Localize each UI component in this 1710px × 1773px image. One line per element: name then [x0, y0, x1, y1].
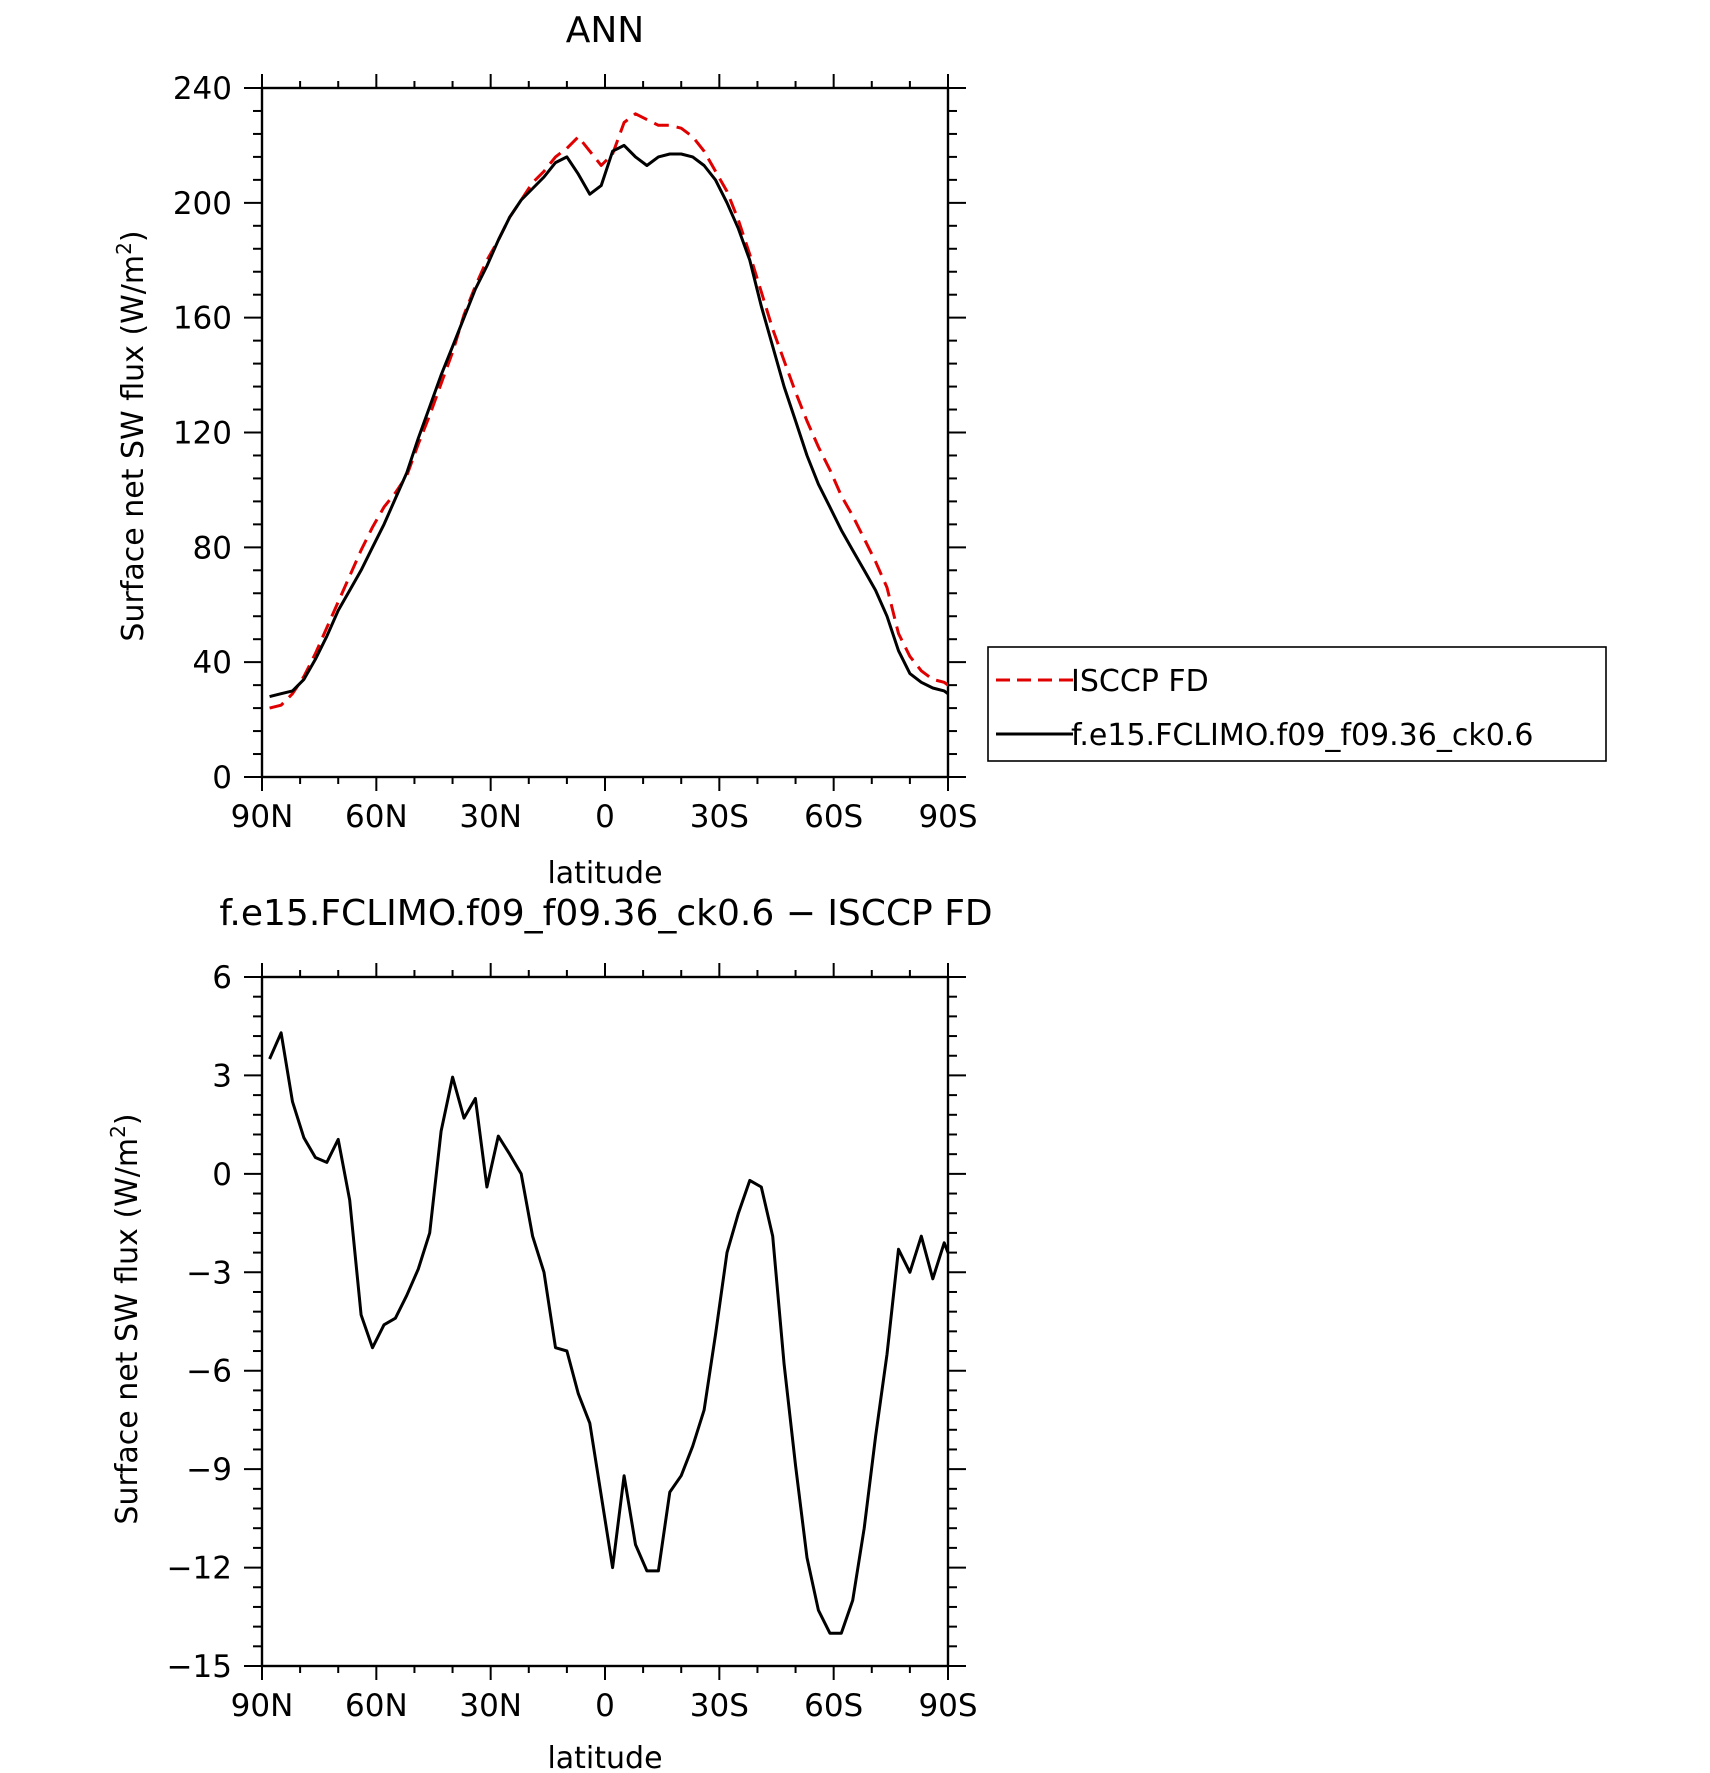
- legend: ISCCP FD f.e15.FCLIMO.f09_f09.36_ck0.6: [987, 646, 1607, 762]
- top-y-tick-label: 40: [193, 645, 232, 681]
- top-panel: ANN latitude Surface net SW flux (W/m2) …: [112, 10, 1607, 891]
- bottom-y-tick-label: 6: [212, 960, 232, 996]
- top-y-tick-label: 80: [193, 530, 232, 566]
- bottom-x-tick-label: 60N: [345, 1688, 408, 1724]
- top-chart-title: ANN: [566, 10, 645, 51]
- top-y-tick-label: 160: [173, 301, 232, 337]
- bottom-y-tick-label: −3: [186, 1255, 232, 1291]
- top-series-line-1: [269, 143, 948, 699]
- top-x-axis-label: latitude: [547, 856, 662, 891]
- top-x-tick-label: 60N: [345, 799, 408, 835]
- bottom-x-tick-label: 30S: [690, 1688, 749, 1724]
- top-y-axis-label-superscript: 2: [112, 242, 136, 255]
- top-x-tick-label: 90N: [231, 799, 294, 835]
- top-x-tick-label: 60S: [804, 799, 863, 835]
- top-y-tick-label: 200: [173, 186, 232, 222]
- bottom-x-tick-label: 90S: [918, 1688, 977, 1724]
- bottom-y-tick-label: −12: [167, 1551, 232, 1587]
- bottom-x-tick-label: 90N: [231, 1688, 294, 1724]
- top-x-tick-label: 0: [595, 799, 615, 835]
- bottom-chart-title: f.e15.FCLIMO.f09_f09.36_ck0.6 − ISCCP FD: [219, 893, 992, 934]
- top-x-tick-label: 30N: [459, 799, 522, 835]
- bottom-y-axis-label: Surface net SW flux (W/m2): [106, 1113, 145, 1524]
- legend-label-isccp: ISCCP FD: [1071, 664, 1209, 699]
- legend-label-model: f.e15.FCLIMO.f09_f09.36_ck0.6: [1071, 718, 1533, 753]
- bottom-y-tick-label: −15: [167, 1649, 232, 1685]
- bottom-y-tick-label: −6: [186, 1354, 232, 1390]
- bottom-series-line-0: [268, 1031, 948, 1635]
- bottom-y-axis-label-superscript: 2: [106, 1125, 130, 1138]
- top-series-line-0: [269, 112, 948, 710]
- top-x-tick-label: 30S: [690, 799, 749, 835]
- top-y-tick-label: 0: [212, 760, 232, 796]
- bottom-y-tick-label: −9: [186, 1452, 232, 1488]
- bottom-x-tick-label: 0: [595, 1688, 615, 1724]
- top-x-tick-label: 90S: [918, 799, 977, 835]
- legend-box: [987, 646, 1607, 762]
- top-plot-frame: [260, 86, 950, 779]
- top-y-tick-label: 240: [173, 71, 232, 107]
- top-y-axis-label: Surface net SW flux (W/m2): [112, 230, 151, 641]
- bottom-y-tick-label: 3: [212, 1058, 232, 1094]
- bottom-x-axis-label: latitude: [547, 1741, 662, 1773]
- top-y-tick-label: 120: [173, 416, 232, 452]
- bottom-y-tick-label: 0: [212, 1157, 232, 1193]
- bottom-x-tick-label: 30N: [459, 1688, 522, 1724]
- bottom-x-tick-label: 60S: [804, 1688, 863, 1724]
- bottom-panel: f.e15.FCLIMO.f09_f09.36_ck0.6 − ISCCP FD…: [106, 893, 993, 1773]
